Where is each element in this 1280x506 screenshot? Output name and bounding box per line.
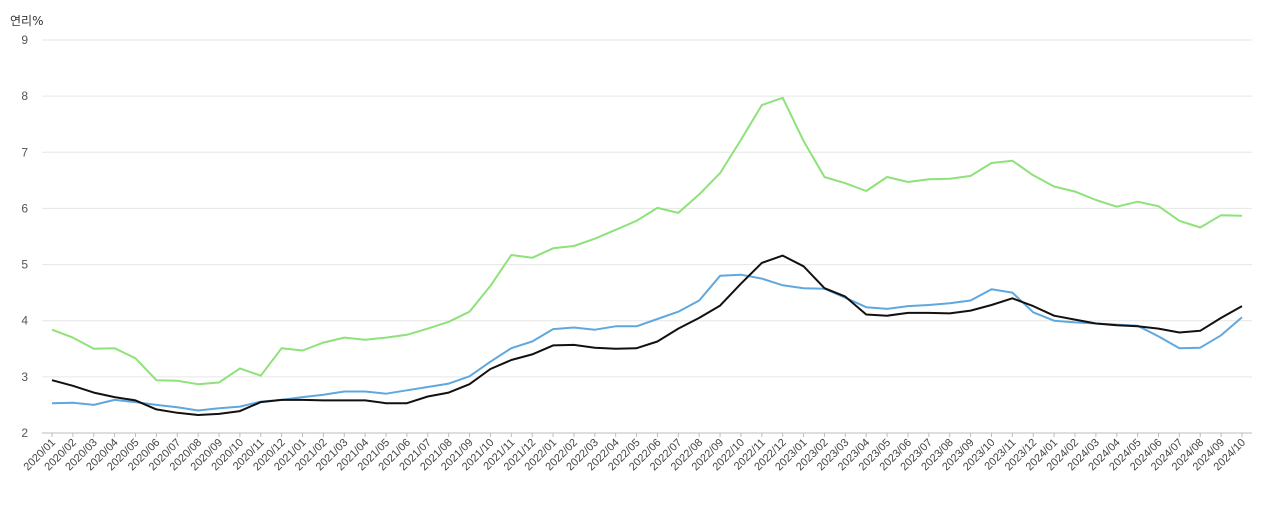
- y-tick-label: 5: [21, 258, 28, 272]
- y-axis-ticks: 2 3 4 5 6 7 8 9: [21, 33, 28, 440]
- series-lines: [51, 96, 1243, 416]
- y-tick-label: 2: [21, 426, 28, 440]
- series-line-3: [51, 254, 1243, 416]
- x-axis-ticks: 2020/012020/022020/032020/042020/052020/…: [22, 433, 1248, 473]
- y-tick-label: 9: [21, 33, 28, 47]
- y-tick-label: 3: [21, 370, 28, 384]
- y-tick-label: 8: [21, 89, 28, 103]
- y-axis-unit-label: 연리%: [10, 14, 44, 28]
- y-tick-label: 7: [21, 145, 28, 159]
- series-line-2: [51, 273, 1243, 412]
- y-tick-label: 6: [21, 201, 28, 215]
- grid-lines: [42, 39, 1252, 434]
- y-tick-label: 4: [21, 314, 28, 328]
- series-line-1: [51, 96, 1243, 386]
